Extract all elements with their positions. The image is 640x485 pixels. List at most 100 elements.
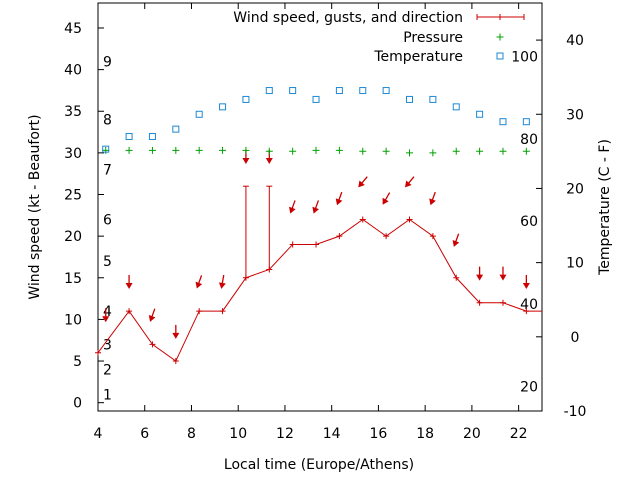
temperature-point <box>289 87 297 95</box>
wind-direction-arrow <box>405 176 415 188</box>
temperature-point <box>242 95 250 103</box>
beaufort-label: 3 <box>103 337 112 353</box>
x-tick-label: 14 <box>323 426 341 442</box>
wind-speed-point <box>523 308 530 315</box>
wind-direction-arrow <box>148 308 156 322</box>
fahrenheit-label: 40 <box>520 297 538 313</box>
y-right-tick-label: 40 <box>566 33 584 49</box>
wind-speed-point <box>126 308 133 315</box>
pressure-point <box>429 149 437 157</box>
wind-speed-point <box>149 341 156 348</box>
legend-label-temperature: Temperature <box>373 49 463 65</box>
temperature-point <box>102 145 110 153</box>
y-axis-right-title: Temperature (C - F) <box>597 139 613 276</box>
wind-direction-arrow <box>382 192 391 205</box>
data-layer <box>95 87 542 365</box>
beaufort-label: 4 <box>103 304 112 320</box>
wind-direction-arrow <box>429 191 436 206</box>
beaufort-label: 2 <box>103 362 112 378</box>
y-left-tick-label: 0 <box>73 396 82 412</box>
axis-layer: 4 6 8 10 12 14 16 18 20 22051015202530354045-1001… <box>64 3 586 442</box>
y-right-tick-label: -10 <box>564 404 587 420</box>
wind-direction-arrow <box>125 274 133 289</box>
y-left-tick-label: 35 <box>64 104 82 120</box>
x-tick-label: 4 <box>94 426 103 442</box>
wind-speed-point <box>313 241 320 248</box>
legend-swatch-temperature <box>496 52 504 60</box>
fahrenheit-label: 20 <box>520 380 538 396</box>
y-left-tick-label: 5 <box>73 354 82 370</box>
pressure-point <box>148 146 156 154</box>
wind-speed-point <box>95 349 101 356</box>
wind-speed-point <box>196 308 203 315</box>
wind-direction-arrow <box>218 274 226 289</box>
pressure-point <box>359 147 367 155</box>
temperature-point <box>195 110 203 118</box>
temperature-point <box>125 133 133 141</box>
y-left-tick-label: 45 <box>64 21 82 37</box>
fahrenheit-label: 100 <box>511 49 538 65</box>
wind-speed-point <box>172 358 179 365</box>
pressure-point <box>382 147 390 155</box>
plot-frame <box>97 2 543 412</box>
wind-direction-arrow <box>289 200 296 214</box>
x-tick-label: 6 <box>140 426 149 442</box>
temperature-point <box>406 95 414 103</box>
wind-speed-line <box>97 218 542 362</box>
y-right-tick-label: 10 <box>566 256 584 272</box>
x-tick-label: 22 <box>510 426 528 442</box>
legend-swatch-pressure <box>496 33 504 41</box>
pressure-point <box>219 146 227 154</box>
beaufort-label: 1 <box>103 387 112 403</box>
y-left-tick-label: 10 <box>64 312 82 328</box>
y-left-tick-label: 30 <box>64 146 82 162</box>
y-axis-left-title: Wind speed (kt - Beaufort) <box>27 114 43 299</box>
y-right-tick-label: 20 <box>566 181 584 197</box>
wind-direction-arrow <box>476 266 484 281</box>
beaufort-label: 6 <box>103 212 112 228</box>
wind-direction-arrow <box>522 274 530 289</box>
pressure-point <box>289 147 297 155</box>
wind-direction-arrow <box>195 275 203 289</box>
x-tick-label: 8 <box>187 426 196 442</box>
pressure-point <box>522 147 530 155</box>
x-tick-label: 10 <box>229 426 247 442</box>
beaufort-label: 5 <box>103 254 112 270</box>
beaufort-label: 8 <box>103 113 112 129</box>
temperature-point <box>522 118 530 126</box>
fahrenheit-label: 80 <box>520 132 538 148</box>
legend-label-wind: Wind speed, gusts, and direction <box>233 10 463 26</box>
wind-direction-arrow <box>499 266 507 281</box>
pressure-point <box>195 146 203 154</box>
beaufort-label: 7 <box>103 163 112 179</box>
temperature-point <box>476 110 484 118</box>
temperature-point <box>452 103 460 111</box>
pressure-point <box>452 147 460 155</box>
wind-direction-arrow <box>172 324 180 339</box>
wind-speed-point <box>219 308 226 315</box>
wind-direction-arrow <box>335 191 343 206</box>
temperature-point <box>148 133 156 141</box>
pressure-point <box>312 146 320 154</box>
y-left-tick-label: 25 <box>64 188 82 204</box>
wind-speed-point <box>289 241 296 248</box>
pressure-point <box>172 146 180 154</box>
wind-speed-point <box>476 299 483 306</box>
pressure-point <box>476 147 484 155</box>
wind-speed-point <box>499 299 506 306</box>
y-left-tick-label: 15 <box>64 271 82 287</box>
x-tick-label: 20 <box>463 426 481 442</box>
wind-direction-arrow <box>358 176 368 188</box>
wind-speed-point <box>383 233 390 240</box>
temperature-point <box>382 87 390 95</box>
y-right-tick-label: 0 <box>571 330 580 346</box>
x-tick-label: 18 <box>416 426 434 442</box>
wind-direction-arrow <box>452 233 460 247</box>
x-tick-label: 16 <box>370 426 388 442</box>
temperature-point <box>219 103 227 111</box>
fahrenheit-label: 60 <box>520 214 538 230</box>
temperature-point <box>172 125 180 133</box>
temperature-point <box>499 118 507 126</box>
